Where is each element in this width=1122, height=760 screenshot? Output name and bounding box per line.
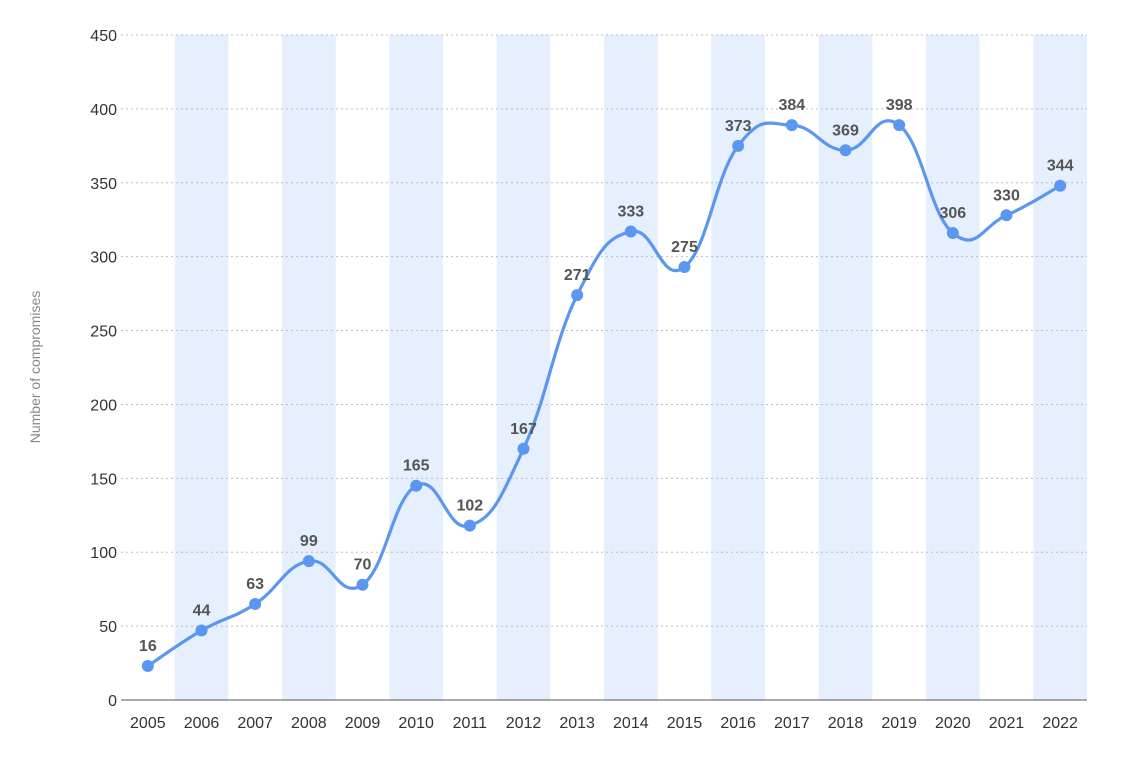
data-point-2007 bbox=[249, 597, 262, 610]
column-band-2014 bbox=[604, 35, 658, 700]
x-tick-label: 2019 bbox=[881, 715, 917, 732]
data-points bbox=[141, 119, 1067, 673]
data-label-2009: 70 bbox=[354, 557, 372, 574]
data-point-2005 bbox=[141, 660, 154, 673]
x-tick-label: 2010 bbox=[398, 715, 434, 732]
grid-lines bbox=[121, 34, 1087, 701]
data-point-2011 bbox=[463, 519, 476, 532]
data-label-2008: 99 bbox=[300, 533, 318, 550]
y-axis-label: Number of compromises bbox=[27, 291, 43, 444]
y-tick-label: 200 bbox=[90, 397, 117, 414]
data-label-2007: 63 bbox=[246, 576, 264, 593]
data-label-2017: 384 bbox=[778, 97, 805, 114]
data-point-2008 bbox=[302, 555, 315, 568]
y-tick-label: 300 bbox=[90, 250, 117, 267]
data-label-2021: 330 bbox=[993, 187, 1020, 204]
data-label-2015: 275 bbox=[671, 239, 698, 256]
column-bands bbox=[174, 35, 1087, 700]
x-tick-label: 2016 bbox=[720, 715, 756, 732]
data-point-2020 bbox=[946, 227, 959, 240]
data-label-2005: 16 bbox=[139, 638, 157, 655]
x-tick-label: 2006 bbox=[184, 715, 220, 732]
y-tick-label: 250 bbox=[90, 324, 117, 341]
data-label-2014: 333 bbox=[617, 204, 644, 221]
data-point-2006 bbox=[195, 624, 208, 637]
y-tick-label: 400 bbox=[90, 102, 117, 119]
data-point-2019 bbox=[893, 119, 906, 132]
x-tick-label: 2007 bbox=[237, 715, 273, 732]
x-tick-label: 2021 bbox=[989, 715, 1025, 732]
data-point-2018 bbox=[839, 144, 852, 157]
y-tick-label: 100 bbox=[90, 545, 117, 562]
x-tick-label: 2022 bbox=[1042, 715, 1078, 732]
data-point-2012 bbox=[517, 442, 530, 455]
data-point-2010 bbox=[410, 479, 423, 492]
y-tick-label: 450 bbox=[90, 28, 117, 45]
data-label-2010: 165 bbox=[403, 458, 430, 475]
data-point-2017 bbox=[785, 119, 798, 132]
data-label-2006: 44 bbox=[193, 603, 211, 620]
x-tick-label: 2018 bbox=[828, 715, 864, 732]
column-band-2022 bbox=[1033, 35, 1087, 700]
x-tick-label: 2012 bbox=[506, 715, 542, 732]
data-point-2014 bbox=[624, 225, 637, 238]
x-tick-label: 2017 bbox=[774, 715, 810, 732]
data-labels: 16 44 63 99 70 165 102 167 271 333 275 373 384 369 398… bbox=[139, 97, 1074, 655]
data-point-2022 bbox=[1054, 179, 1067, 192]
data-label-2020: 306 bbox=[939, 205, 966, 222]
data-label-2016: 373 bbox=[725, 118, 752, 135]
data-point-2016 bbox=[732, 139, 745, 152]
data-label-2013: 271 bbox=[564, 267, 591, 284]
x-tick-label: 2020 bbox=[935, 715, 971, 732]
x-tick-label: 2015 bbox=[667, 715, 703, 732]
y-tick-label: 50 bbox=[99, 619, 117, 636]
column-band-2008 bbox=[282, 35, 336, 700]
y-tick-label: 150 bbox=[90, 471, 117, 488]
x-tick-label: 2008 bbox=[291, 715, 327, 732]
data-point-2009 bbox=[356, 578, 369, 591]
column-band-2006 bbox=[174, 35, 229, 700]
column-band-2020 bbox=[926, 35, 980, 700]
x-axis-ticks: 2005 2006 2007 2008 2009 2010 2011 2012 2013 2014… bbox=[130, 715, 1078, 732]
data-point-2013 bbox=[571, 289, 584, 302]
data-label-2018: 369 bbox=[832, 122, 859, 139]
column-band-2010 bbox=[389, 35, 443, 700]
data-point-2021 bbox=[1000, 209, 1013, 222]
x-tick-label: 2014 bbox=[613, 715, 649, 732]
x-tick-label: 2009 bbox=[345, 715, 381, 732]
y-tick-label: 0 bbox=[108, 693, 117, 710]
y-tick-label: 350 bbox=[90, 176, 117, 193]
x-tick-label: 2005 bbox=[130, 715, 166, 732]
data-label-2011: 102 bbox=[456, 498, 483, 515]
data-point-2015 bbox=[678, 261, 691, 274]
column-band-2012 bbox=[496, 35, 551, 700]
data-label-2019: 398 bbox=[886, 97, 913, 114]
data-label-2012: 167 bbox=[510, 421, 537, 438]
x-tick-label: 2013 bbox=[559, 715, 595, 732]
data-label-2022: 344 bbox=[1047, 158, 1074, 175]
x-tick-label: 2011 bbox=[453, 715, 488, 732]
y-axis-ticks: 0 50 100 150 200 250 300 350 400 450 bbox=[90, 28, 117, 710]
